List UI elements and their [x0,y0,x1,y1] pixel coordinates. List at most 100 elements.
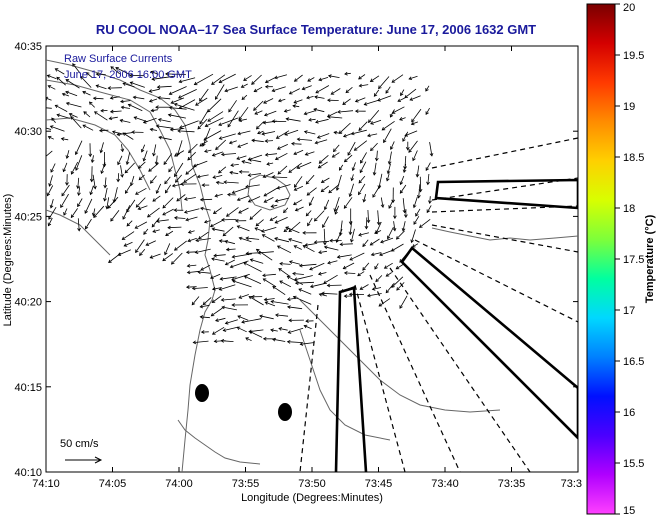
scale-arrow [65,456,103,464]
current-vector-head [322,224,326,228]
current-vector-head [171,183,176,188]
current-vector [215,139,227,150]
current-vector [84,198,93,214]
current-vector-head [243,77,247,81]
current-vector-head [296,165,301,169]
current-vector [315,85,330,94]
current-vector [188,230,195,233]
current-vector-head [204,149,208,153]
current-vector-head [223,180,227,185]
current-vector [322,216,329,228]
current-vector [174,162,184,177]
current-vector [295,281,315,284]
current-vector-head [56,76,61,81]
current-vector [213,175,223,178]
current-vector [391,74,404,83]
current-vector [351,174,354,181]
current-vector [307,217,313,226]
current-vector-head [212,175,217,179]
current-vector [265,153,278,156]
current-vector [372,184,381,198]
current-vector [126,220,133,227]
current-vector [367,133,378,137]
current-vector [289,261,301,265]
current-vector [358,175,366,184]
current-vector [199,140,208,147]
current-vector-head [286,275,291,280]
current-vector-head [192,340,197,345]
current-vector [165,73,186,75]
current-vector-head [278,268,282,272]
current-vector-head [156,219,160,223]
y-tick-label: 40:35 [14,41,42,53]
current-vector-head [262,278,267,282]
current-vector-head [353,147,358,151]
current-vector [136,197,146,208]
current-vector [294,185,304,191]
current-vector-head [47,135,52,140]
current-vector-head [164,251,168,256]
current-vector-head [245,251,250,256]
colorbar-tick-label: 18 [623,203,635,215]
current-vector-head [131,130,135,135]
current-vector [200,304,210,308]
current-vector [47,185,54,196]
current-vector-head [99,149,104,154]
current-vector [50,198,54,209]
current-vector-head [221,217,225,222]
current-vector [265,140,274,142]
current-vector-head [254,227,259,231]
current-vector [82,91,91,96]
current-vector-head [416,195,421,199]
current-vector [360,152,367,164]
current-vector-head [51,117,55,122]
current-vector [380,237,394,243]
colorbar-tick-label: 18.5 [623,152,644,164]
current-vector-head [218,136,223,140]
current-vector-head [245,236,249,241]
current-vector-head [176,197,180,202]
current-vector-head [288,260,293,264]
current-vector [334,131,342,134]
current-vector [328,75,340,78]
current-vector-head [274,220,279,224]
current-vector-head [271,337,276,342]
current-vector [77,218,80,231]
current-vector-head [374,157,379,162]
current-vector [303,245,315,253]
current-vector-head [415,213,419,217]
current-vector-head [231,279,236,284]
current-vector [48,136,54,140]
current-vector-head [65,182,69,186]
current-vector-head [412,204,417,209]
current-vector [152,195,161,202]
current-vector-head [315,90,320,94]
current-vector-head [247,199,252,203]
current-vector [174,150,185,157]
current-vector-head [49,204,54,209]
colorbar-tick-label: 19.5 [623,50,644,62]
current-vector [210,273,221,279]
current-vector [266,162,274,165]
current-vector [55,104,68,112]
current-vector [347,141,356,156]
coastline [46,59,578,472]
current-vector-head [211,227,216,232]
current-vector-head [299,342,304,346]
current-vector [330,88,341,95]
current-vector-head [248,330,253,335]
current-vector-head [276,185,281,190]
current-vector [349,183,354,197]
current-vector-head [158,135,162,140]
current-vector-head [93,185,97,190]
current-vector-head [304,152,309,156]
current-vector [272,338,286,342]
current-vector [388,199,394,209]
current-vector [239,237,252,243]
current-vector [359,161,367,173]
current-vector [264,298,275,301]
current-vector [126,199,136,213]
current-vector [352,162,356,171]
current-vector-head [359,169,364,174]
current-vector [377,95,392,101]
